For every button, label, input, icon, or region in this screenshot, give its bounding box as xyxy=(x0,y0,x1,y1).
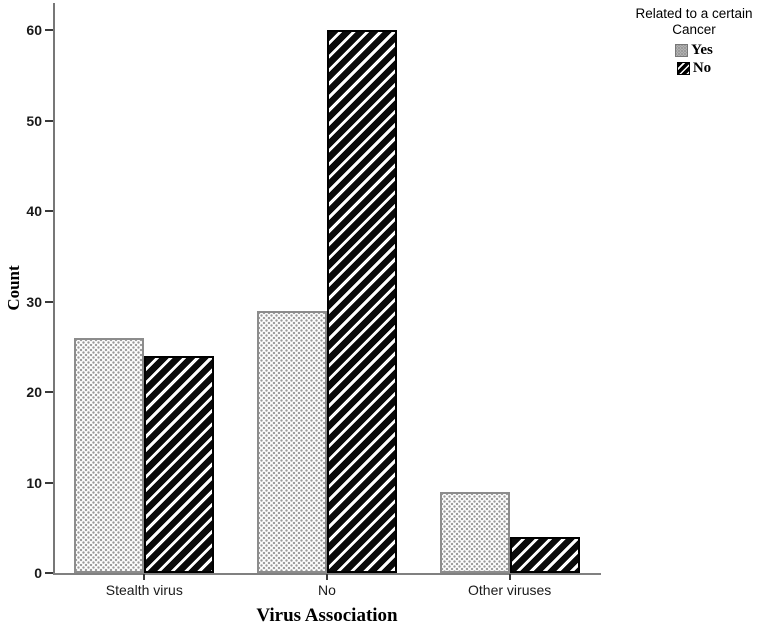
legend-swatch-no-icon xyxy=(676,61,690,75)
y-tick-label-20: 20 xyxy=(26,384,42,400)
x-tick-mark-other-viruses xyxy=(508,574,511,580)
legend-entry-yes: Yes xyxy=(616,41,772,59)
legend-entry-label-yes: Yes xyxy=(691,41,713,58)
y-tick-mark-30 xyxy=(45,300,53,303)
category-label-stealth-virus: Stealth virus xyxy=(105,582,183,598)
x-tick-mark-stealth-virus xyxy=(143,574,146,580)
bar-yes-other-viruses xyxy=(439,492,510,573)
y-tick-mark-0 xyxy=(45,572,53,574)
y-tick-label-0: 0 xyxy=(34,565,42,581)
bar-no-no xyxy=(327,30,397,573)
legend-swatch-yes-icon xyxy=(675,43,689,57)
category-label-no: No xyxy=(318,582,336,598)
x-tick-mark-no xyxy=(326,574,328,580)
y-tick-label-50: 50 xyxy=(26,112,42,129)
legend-title: Related to a certain Cancer xyxy=(635,6,753,37)
bar-no-stealth-virus xyxy=(144,356,215,573)
bar-yes-stealth-virus xyxy=(74,338,145,573)
category-label-other-viruses: Other viruses xyxy=(468,582,552,598)
y-tick-mark-60 xyxy=(45,29,53,31)
y-tick-mark-10 xyxy=(45,481,53,484)
x-axis-title: Virus Association xyxy=(256,605,398,626)
y-tick-label-10: 10 xyxy=(26,474,42,491)
legend-entry-no: No xyxy=(616,59,772,77)
legend-entry-label-no: No xyxy=(692,59,712,76)
bar-no-other-viruses xyxy=(509,537,580,573)
y-tick-mark-50 xyxy=(45,119,53,122)
y-tick-mark-20 xyxy=(45,391,53,393)
bar-yes-no xyxy=(257,311,327,573)
legend: Related to a certain Cancer Yes No xyxy=(616,6,772,77)
y-tick-mark-40 xyxy=(45,210,53,212)
legend-entries: Yes No xyxy=(616,41,772,77)
y-tick-label-40: 40 xyxy=(26,203,42,219)
y-tick-label-30: 30 xyxy=(26,293,42,310)
y-axis-line xyxy=(53,3,55,575)
y-tick-label-60: 60 xyxy=(26,22,42,38)
